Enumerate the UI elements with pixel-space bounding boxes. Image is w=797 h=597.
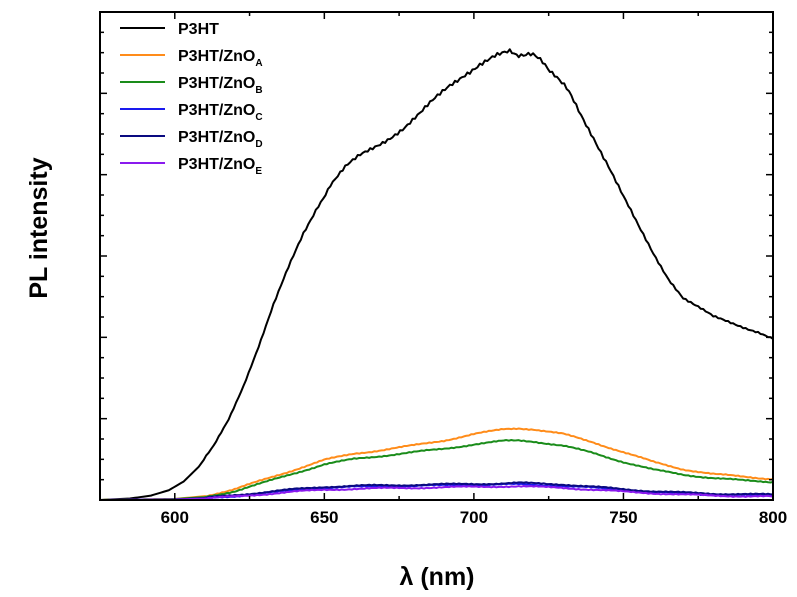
series-layer xyxy=(99,48,774,501)
legend-label: P3HT/ZnOB xyxy=(178,75,263,96)
x-tick-label: 600 xyxy=(161,508,189,527)
legend-label: P3HT/ZnOE xyxy=(178,156,262,177)
x-tick-label: 700 xyxy=(460,508,488,527)
legend: P3HT P3HT/ZnOA P3HT/ZnOB P3HT/ZnOC P3HT/ZnOD… xyxy=(120,21,263,177)
series-line-p3ht-znoe xyxy=(99,484,774,501)
legend-label: P3HT/ZnOA xyxy=(178,48,263,69)
series-line-p3ht-znod xyxy=(99,481,774,501)
legend-label-subscript: D xyxy=(255,139,262,150)
series-line-p3ht xyxy=(99,48,774,501)
legend-label-subscript: B xyxy=(255,85,262,96)
legend-label-subscript: A xyxy=(255,58,262,69)
x-tick-label: 750 xyxy=(609,508,637,527)
axes-layer: 600 650 700 750 800 xyxy=(99,11,787,527)
legend-label-subscript: C xyxy=(255,112,262,123)
legend-label: P3HT/ZnOC xyxy=(178,102,263,123)
x-tick-label: 800 xyxy=(759,508,787,527)
legend-label-subscript: E xyxy=(255,166,262,177)
legend-label: P3HT/ZnOD xyxy=(178,129,263,150)
series-line-p3ht-znoa xyxy=(99,427,774,501)
y-axis-title: PL intensity xyxy=(25,157,53,298)
legend-label: P3HT xyxy=(178,21,219,38)
x-axis-title: λ (nm) xyxy=(400,563,475,591)
x-tick-label: 650 xyxy=(310,508,338,527)
